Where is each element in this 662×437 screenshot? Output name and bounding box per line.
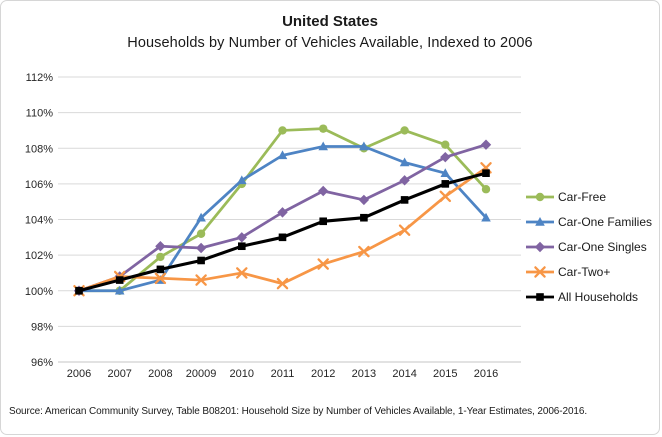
chart-title: United States — [282, 13, 378, 30]
legend-marker-icon — [526, 241, 554, 252]
legend-marker-icon — [526, 292, 554, 301]
marker-x — [236, 267, 248, 279]
y-tick-label: 108% — [25, 143, 53, 155]
marker-diamond — [195, 242, 207, 254]
x-tick-label: 2007 — [107, 368, 131, 380]
x-tick-label: 2011 — [271, 368, 295, 380]
marker-triangle — [114, 285, 125, 295]
marker-diamond — [155, 241, 166, 252]
legend-item: Car-One Families — [525, 209, 652, 234]
x-tick-label: 2014 — [392, 368, 416, 380]
marker-x — [358, 245, 370, 258]
marker-square — [238, 242, 246, 251]
marker-x — [195, 274, 207, 286]
legend-label: Car-One Singles — [558, 239, 647, 254]
marker-square — [400, 196, 409, 204]
source-note: Source: American Community Survey, Table… — [9, 406, 588, 417]
marker-triangle — [277, 150, 288, 160]
marker-square — [482, 169, 490, 177]
marker-x — [534, 265, 546, 278]
legend: Car-Free Car-One Families Car-One Singles C… — [525, 184, 652, 309]
marker-triangle — [359, 141, 369, 151]
y-tick-label: 96% — [31, 357, 53, 369]
marker-square — [197, 256, 205, 265]
marker-x — [154, 272, 167, 285]
marker-circle — [278, 126, 287, 135]
marker-triangle — [535, 216, 545, 226]
marker-triangle — [440, 168, 451, 177]
marker-square — [319, 217, 327, 226]
legend-label: Car-One Families — [558, 214, 653, 229]
marker-diamond — [318, 185, 329, 197]
y-tick-label: 104% — [25, 215, 53, 227]
marker-x — [317, 258, 329, 270]
y-tick-label: 98% — [31, 321, 53, 333]
chart-subtitle: Households by Number of Vehicles Availab… — [127, 35, 533, 51]
marker-diamond — [534, 241, 546, 252]
marker-diamond — [480, 139, 492, 150]
legend-item: Car-Free — [525, 184, 652, 209]
x-tick-label: 2006 — [67, 368, 91, 380]
marker-triangle — [237, 175, 247, 185]
marker-circle — [319, 124, 328, 133]
marker-square — [360, 213, 368, 222]
legend-label: All Households — [558, 289, 639, 304]
marker-triangle — [196, 212, 206, 222]
marker-circle — [481, 185, 491, 194]
x-tick-label: 20009 — [186, 368, 217, 380]
x-tick-label: 2010 — [230, 368, 254, 380]
x-tick-label: 2008 — [148, 368, 172, 380]
marker-triangle — [399, 157, 410, 167]
legend-item: Car-One Singles — [525, 234, 652, 259]
y-tick-label: 106% — [25, 179, 53, 191]
marker-square — [115, 276, 124, 284]
marker-square — [536, 292, 544, 301]
marker-diamond — [399, 175, 410, 186]
marker-x — [276, 277, 289, 290]
marker-diamond — [236, 232, 247, 243]
marker-square — [441, 180, 450, 188]
y-tick-label: 102% — [25, 250, 53, 262]
x-tick-label: 2016 — [474, 368, 498, 380]
x-tick-label: 2013 — [352, 368, 376, 380]
x-tick-label: 2015 — [433, 368, 457, 380]
marker-square — [278, 233, 287, 242]
marker-diamond — [440, 151, 451, 163]
marker-diamond — [358, 194, 370, 206]
marker-triangle — [481, 212, 491, 222]
y-tick-label: 112% — [26, 72, 54, 84]
legend-marker-icon — [526, 216, 554, 226]
legend-item: Car-Two+ — [525, 259, 652, 284]
legend-item: All Households — [525, 284, 652, 309]
legend-marker-icon — [526, 265, 554, 278]
marker-circle — [400, 126, 409, 135]
y-tick-label: 110% — [26, 108, 54, 120]
marker-diamond — [277, 207, 288, 218]
legend-label: Car-Free — [558, 189, 607, 204]
marker-circle — [196, 229, 206, 238]
marker-triangle — [318, 141, 328, 151]
marker-x — [398, 224, 411, 236]
marker-circle — [535, 192, 545, 201]
marker-x — [439, 190, 452, 203]
y-tick-label: 100% — [25, 286, 53, 298]
legend-marker-icon — [526, 192, 554, 201]
x-tick-label: 2012 — [311, 368, 335, 380]
marker-circle — [156, 252, 165, 262]
marker-circle — [441, 140, 450, 149]
marker-square — [156, 265, 165, 274]
legend-label: Car-Two+ — [558, 264, 611, 279]
marker-square — [75, 286, 83, 295]
